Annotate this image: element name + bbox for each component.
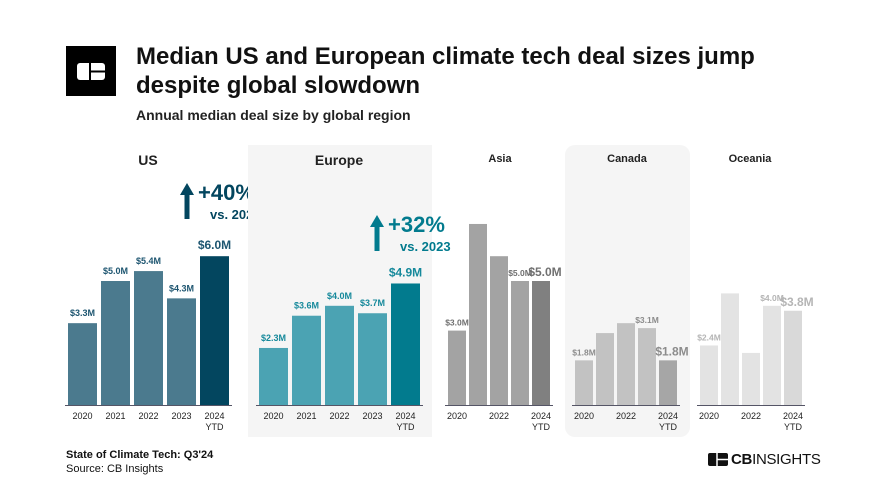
data-label: $3.3M [70,308,95,318]
x-tick-label: 2024 [204,411,224,421]
report-name: State of Climate Tech: Q3'24 [66,449,214,461]
x-tick-label: 2022 [616,411,636,421]
data-label: $3.8M [780,295,813,309]
x-tick-label: 2022 [489,411,509,421]
source-note: Source: CB Insights [66,463,164,475]
bar-us-3 [167,298,196,405]
growth-comparison: vs. 2023 [210,207,261,222]
cb-insights-logo [66,46,116,96]
x-tick-label: 2021 [105,411,125,421]
bar-europe-3 [358,313,387,405]
x-tick-label: 2023 [171,411,191,421]
brand-icon [708,453,728,466]
data-label: $2.4M [697,332,721,342]
x-tick-label: 2024 [783,411,803,421]
bar-oceania-1 [721,293,739,405]
brand-logo: CBINSIGHTS [708,451,821,468]
x-tick-label-suffix: YTD [397,422,416,432]
data-label: $5.0M [528,265,561,279]
bar-asia-4 [532,281,550,405]
data-label: $4.0M [327,291,352,301]
up-arrow-icon [180,183,194,195]
x-tick-label: 2020 [263,411,283,421]
bar-asia-2 [490,256,508,405]
bar-oceania-4 [784,310,802,405]
bar-asia-1 [469,223,487,405]
bar-canada-2 [617,323,635,405]
growth-percent: +40% [198,180,255,205]
data-label: $2.3M [261,333,286,343]
data-label: $4.0M [760,293,784,303]
bar-oceania-2 [742,352,760,405]
x-tick-label: 2023 [362,411,382,421]
data-label: $5.4M [136,256,161,266]
bar-us-0 [68,323,97,405]
data-label: $3.6M [294,301,319,311]
x-tick-label: 2024 [531,411,551,421]
data-label: $6.0M [198,238,231,252]
data-label: $5.0M [103,266,128,276]
growth-comparison: vs. 2023 [400,239,451,254]
up-arrow-icon [370,215,384,227]
x-tick-label: 2021 [296,411,316,421]
growth-percent: +32% [388,212,445,237]
bar-canada-4 [659,360,677,405]
bar-us-1 [101,281,130,405]
data-label: $4.3M [169,283,194,293]
x-tick-label: 2022 [741,411,761,421]
bar-europe-4 [391,283,420,405]
x-tick-label-suffix: YTD [784,422,803,432]
up-arrow-shaft [184,193,190,219]
chart-title: Median US and European climate tech deal… [136,43,755,99]
panel-title: Oceania [729,153,773,165]
bar-oceania-0 [700,345,718,405]
x-tick-label: 2020 [699,411,719,421]
bar-canada-0 [575,360,593,405]
x-tick-label: 2020 [447,411,467,421]
bar-europe-1 [292,315,321,405]
data-label: $3.7M [360,298,385,308]
panel-title: Canada [607,153,648,165]
data-label: $3.0M [445,318,469,328]
x-tick-label-suffix: YTD [659,422,678,432]
x-tick-label-suffix: YTD [206,422,225,432]
bar-us-2 [134,271,163,405]
data-label: $1.8M [655,344,688,358]
bar-asia-3 [511,281,529,405]
x-tick-label-suffix: YTD [532,422,551,432]
bar-canada-1 [596,333,614,405]
x-tick-label: 2024 [658,411,678,421]
data-label: $4.9M [389,265,422,279]
x-tick-label: 2020 [574,411,594,421]
bar-europe-0 [259,347,288,405]
chart-subtitle: Annual median deal size by global region [136,107,411,123]
up-arrow-shaft [374,225,380,251]
data-label: $3.1M [635,315,659,325]
x-tick-label: 2024 [395,411,415,421]
bar-europe-2 [325,305,354,405]
brand-bold: CB [731,451,753,468]
bar-canada-3 [638,328,656,405]
x-tick-label: 2020 [72,411,92,421]
panel-title: Europe [315,152,363,168]
data-label: $1.8M [572,347,596,357]
bar-us-4 [200,256,229,405]
x-tick-label: 2022 [329,411,349,421]
panel-title: Asia [488,153,512,165]
panel-title: US [138,152,157,168]
bar-asia-0 [448,330,466,405]
bar-oceania-3 [763,305,781,405]
x-tick-label: 2022 [138,411,158,421]
data-label: $5.0M [508,268,532,278]
brand-rest: INSIGHTS [752,451,821,468]
